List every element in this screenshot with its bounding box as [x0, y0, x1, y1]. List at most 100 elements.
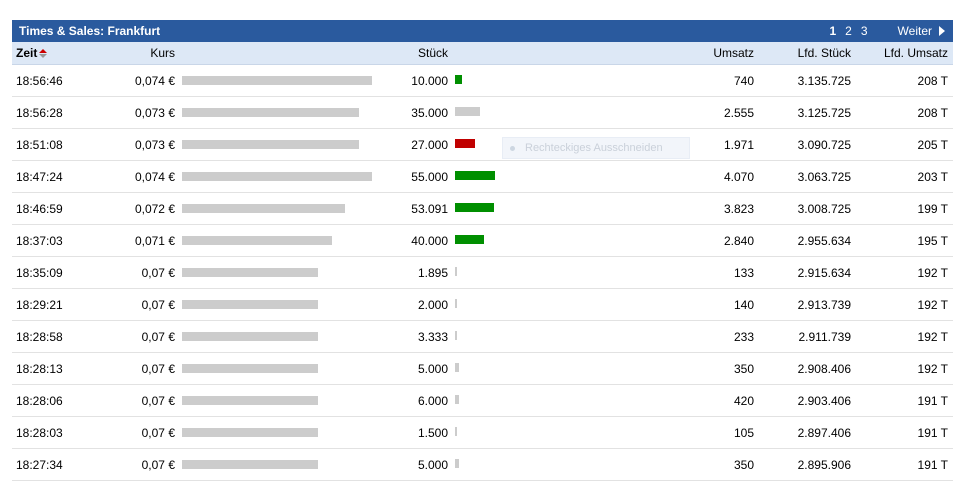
table-row: 18:28:13 0,07 € 5.000 350 2.908.406 192 T — [12, 353, 953, 385]
row-stueck: 1.895 — [417, 265, 448, 280]
row-stueck: 35.000 — [411, 105, 448, 120]
row-lfd-stueck: 2.897.406 — [797, 425, 851, 440]
table-row: 18:35:09 0,07 € 1.895 133 2.915.634 192 T — [12, 257, 953, 289]
pagination: 1 2 3 Weiter — [820, 24, 945, 38]
row-kurs: 0,073 € — [134, 105, 175, 120]
row-kurs: 0,074 € — [134, 169, 175, 184]
kurs-bar — [182, 332, 318, 341]
table-row: 18:56:28 0,073 € 35.000 2.555 3.125.725 208 T — [12, 97, 953, 129]
column-header-row: Zeit Kurs Stück Umsatz Lfd. Stück Lfd. U… — [12, 42, 953, 65]
row-time: 18:47:24 — [16, 169, 63, 184]
row-lfd-umsatz: 205 T — [917, 137, 948, 152]
kurs-bar — [182, 172, 372, 181]
row-lfd-stueck: 3.090.725 — [797, 137, 851, 152]
row-kurs: 0,072 € — [134, 201, 175, 216]
table-row: 18:46:59 0,072 € 53.091 3.823 3.008.725 199 T — [12, 193, 953, 225]
row-lfd-umsatz: 191 T — [917, 425, 948, 440]
times-sales-widget: Times & Sales: Frankfurt 1 2 3 Weiter Ze… — [12, 20, 953, 481]
next-label: Weiter — [897, 24, 932, 38]
row-time: 18:37:03 — [16, 233, 63, 248]
next-page-button[interactable]: Weiter — [898, 24, 945, 38]
row-lfd-umsatz: 203 T — [917, 169, 948, 184]
row-time: 18:46:59 — [16, 201, 63, 216]
page-link-2[interactable]: 2 — [845, 24, 852, 38]
row-lfd-stueck: 2.913.739 — [797, 297, 851, 312]
table-row: 18:27:34 0,07 €5.000 350 2.895.906 191 T — [12, 449, 953, 481]
stueck-bar — [455, 203, 494, 212]
row-umsatz: 233 — [733, 329, 754, 344]
row-umsatz: 105 — [733, 425, 754, 440]
stueck-bar — [455, 107, 480, 116]
column-header-stueck: Stück — [417, 46, 448, 60]
row-lfd-stueck: 3.008.725 — [797, 201, 851, 216]
snipping-tooltip-label: Rechteckiges Ausschneiden — [525, 142, 663, 154]
kurs-bar — [182, 236, 332, 245]
row-stueck: 10.000 — [411, 73, 448, 88]
row-umsatz: 1.971 — [723, 137, 754, 152]
title-bar: Times & Sales: Frankfurt 1 2 3 Weiter — [12, 20, 953, 42]
row-lfd-umsatz: 195 T — [917, 233, 948, 248]
row-umsatz: 740 — [733, 73, 754, 88]
row-time: 18:28:13 — [16, 361, 63, 376]
table-row: 18:29:21 0,07 € 2.000 140 2.913.739 192 T — [12, 289, 953, 321]
row-lfd-stueck: 2.911.739 — [798, 329, 852, 344]
row-stueck: 5.000 — [417, 361, 448, 376]
page-link-3[interactable]: 3 — [860, 24, 868, 38]
stueck-bar — [455, 427, 457, 436]
table-row: 18:56:46 0,074 € 10.000 740 3.135.725 208 T — [12, 65, 953, 97]
row-umsatz: 133 — [733, 265, 754, 280]
row-lfd-umsatz: 199 T — [917, 201, 948, 216]
stueck-bar — [455, 395, 459, 404]
row-umsatz: 420 — [733, 393, 754, 408]
row-kurs: 0,074 € — [134, 73, 175, 88]
row-kurs: 0,07 € — [141, 361, 175, 376]
stueck-bar — [455, 171, 495, 180]
kurs-bar — [182, 428, 318, 437]
kurs-bar — [182, 76, 372, 85]
stueck-bar — [455, 331, 457, 340]
row-stueck: 1.500 — [417, 425, 448, 440]
row-time: 18:51:08 — [16, 137, 63, 152]
kurs-bar — [182, 300, 318, 309]
row-lfd-stueck: 2.955.634 — [797, 233, 851, 248]
stueck-bar — [455, 75, 462, 84]
row-time: 18:56:28 — [16, 105, 63, 120]
stueck-bar — [455, 235, 484, 244]
row-lfd-umsatz: 208 T — [917, 105, 948, 120]
kurs-bar — [182, 108, 359, 117]
row-lfd-umsatz: 192 T — [917, 361, 948, 376]
trades-table-body: 18:56:46 0,074 €10.000 740 3.135.725 208 T 18… — [12, 65, 953, 481]
row-umsatz: 350 — [733, 361, 754, 376]
row-time: 18:28:58 — [16, 329, 63, 344]
column-header-lfd-stueck: Lfd. Stück — [797, 46, 851, 60]
stueck-bar — [455, 299, 457, 308]
row-kurs: 0,07 € — [141, 393, 175, 408]
snipping-tooltip: Rechteckiges Ausschneiden — [502, 137, 690, 159]
row-kurs: 0,07 € — [141, 329, 175, 344]
row-lfd-stueck: 3.063.725 — [797, 169, 851, 184]
kurs-bar — [182, 204, 345, 213]
table-row: 18:47:24 0,074 € 55.000 4.070 3.063.725 203 T — [12, 161, 953, 193]
row-stueck: 27.000 — [411, 137, 448, 152]
row-lfd-umsatz: 191 T — [917, 393, 948, 408]
column-header-time[interactable]: Zeit — [16, 42, 48, 64]
page-link-1[interactable]: 1 — [829, 24, 837, 38]
row-time: 18:28:03 — [16, 425, 63, 440]
row-lfd-stueck: 3.125.725 — [797, 105, 851, 120]
row-time: 18:29:21 — [16, 297, 63, 312]
column-header-lfd-umsatz: Lfd. Umsatz — [883, 46, 948, 60]
row-stueck: 3.333 — [417, 329, 448, 344]
row-kurs: 0,073 € — [134, 137, 175, 152]
column-header-kurs: Kurs — [150, 46, 175, 60]
row-kurs: 0,071 € — [134, 233, 175, 248]
kurs-bar — [182, 140, 359, 149]
stueck-bar — [455, 459, 459, 468]
row-kurs: 0,07 € — [141, 265, 175, 280]
widget-title: Times & Sales: Frankfurt — [19, 24, 161, 38]
row-umsatz: 4.070 — [723, 169, 754, 184]
sort-arrows-icon[interactable] — [39, 48, 48, 58]
row-stueck: 55.000 — [411, 169, 448, 184]
row-lfd-umsatz: 208 T — [917, 73, 948, 88]
stueck-bar — [455, 139, 475, 148]
table-row: 18:28:06 0,07 € 6.000 420 2.903.406 191 T — [12, 385, 953, 417]
